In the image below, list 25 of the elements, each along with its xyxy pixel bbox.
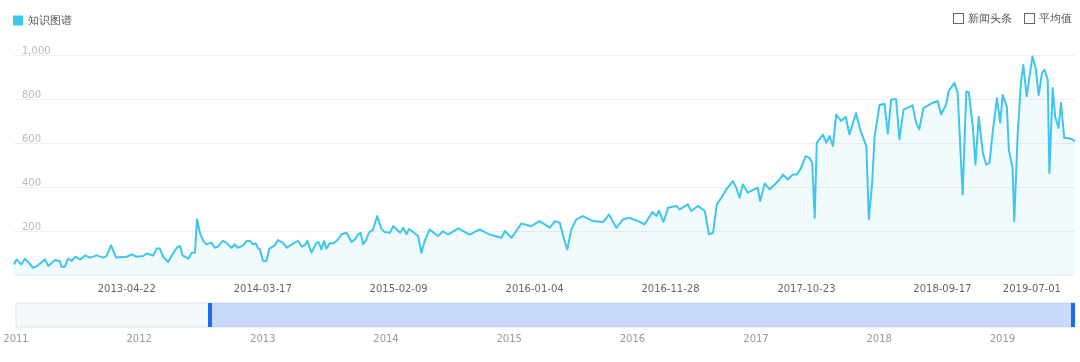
x-tick-label: 2015-02-09: [369, 282, 428, 294]
x2-tick-label: 2017: [743, 332, 769, 344]
x-tick-label: 2016-01-04: [505, 282, 564, 294]
y-tick-label: 600: [22, 132, 42, 144]
x-tick-label: 2013-04-22: [97, 282, 156, 294]
y-tick-label: 800: [22, 88, 42, 100]
x2-tick-label: 2018: [866, 332, 892, 344]
y-tick-label: 200: [22, 220, 42, 232]
x-tick-label: 2014-03-17: [233, 282, 292, 294]
x2-tick-label: 2016: [619, 332, 646, 344]
x-tick-label: 2016-11-28: [641, 282, 700, 294]
x2-tick-label: 2015: [496, 332, 522, 344]
y-tick-label: 400: [22, 176, 42, 188]
x2-tick-label: 2011: [3, 332, 29, 344]
x2-tick-label: 2013: [250, 332, 276, 344]
y-tick-label: 1,000: [22, 44, 51, 56]
text: 平均值: [1039, 11, 1072, 26]
x2-tick-label: 2012: [126, 332, 152, 344]
text: 新闻头条: [968, 11, 1012, 26]
legend-label: 知识图谱: [28, 14, 72, 27]
x-tick-label: 2017-10-23: [777, 282, 836, 294]
x2-tick-label: 2019: [989, 332, 1016, 344]
x-tick-label: 2018-09-17: [913, 282, 972, 294]
x2-tick-label: 2014: [373, 332, 399, 344]
x-tick-label: 2019-07-01: [1002, 282, 1061, 294]
